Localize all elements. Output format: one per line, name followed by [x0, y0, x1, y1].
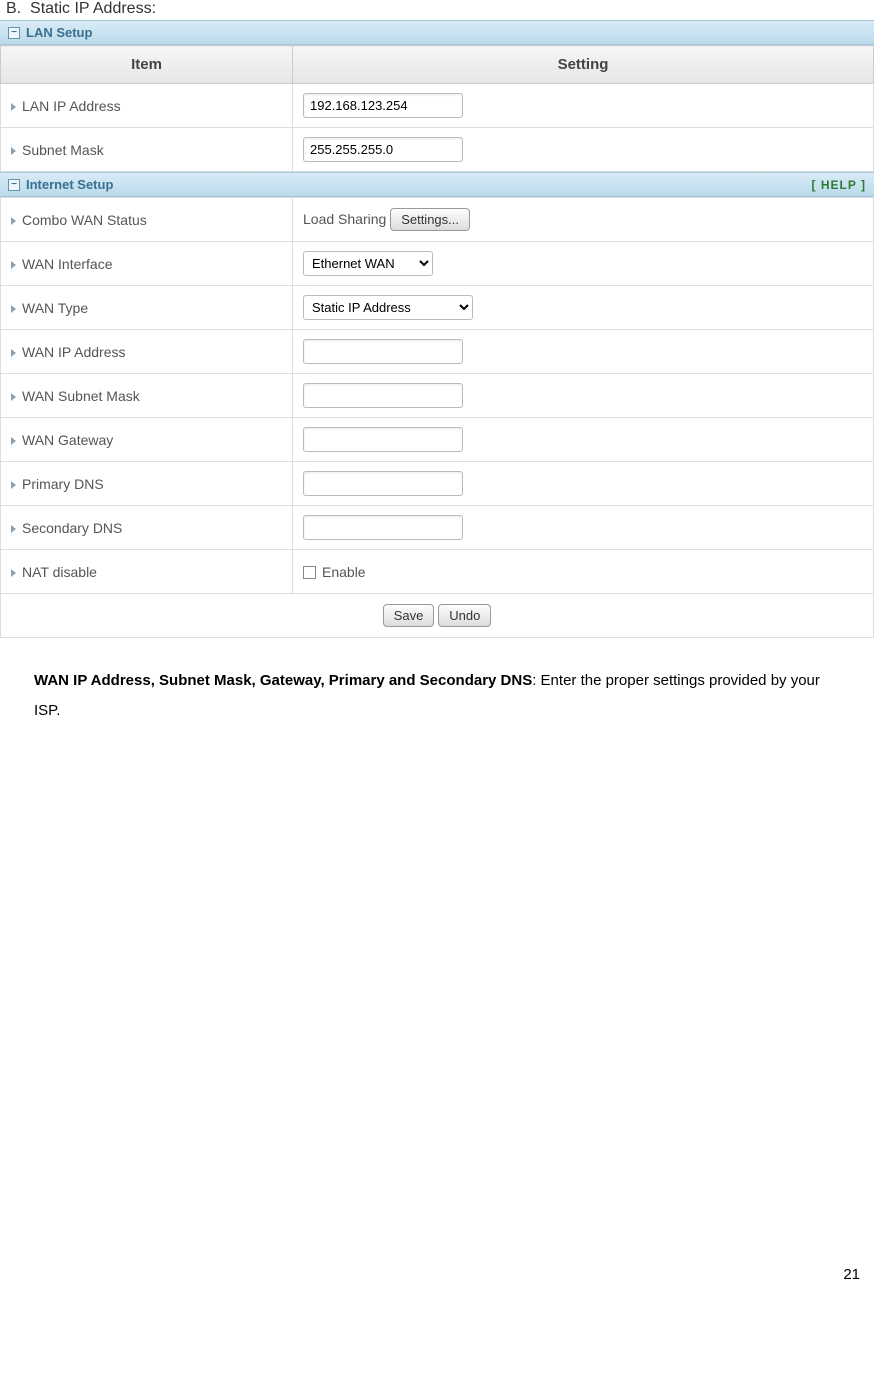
row-label: Primary DNS	[22, 476, 104, 492]
chevron-right-icon	[11, 349, 16, 357]
table-header-row: Item Setting	[1, 46, 874, 84]
secondary-dns-input[interactable]	[303, 515, 463, 540]
chevron-right-icon	[11, 217, 16, 225]
chevron-right-icon	[11, 393, 16, 401]
wan-subnet-input[interactable]	[303, 383, 463, 408]
row-wan-type: WAN Type Static IP Address	[1, 286, 874, 330]
row-primary-dns: Primary DNS	[1, 462, 874, 506]
expand-icon[interactable]: −	[8, 179, 20, 191]
heading-text: Static IP Address:	[30, 0, 156, 17]
row-label: NAT disable	[22, 564, 97, 580]
row-label: Subnet Mask	[22, 142, 104, 158]
row-secondary-dns: Secondary DNS	[1, 506, 874, 550]
page-number: 21	[0, 1266, 874, 1291]
lan-table: Item Setting LAN IP Address Subnet Mask	[0, 45, 874, 172]
row-label: LAN IP Address	[22, 98, 121, 114]
help-link[interactable]: [ HELP ]	[812, 178, 866, 192]
row-wan-gateway: WAN Gateway	[1, 418, 874, 462]
combo-status-text: Load Sharing	[303, 211, 386, 227]
subnet-input[interactable]	[303, 137, 463, 162]
row-combo-wan: Combo WAN Status Load Sharing Settings..…	[1, 198, 874, 242]
lan-setup-title: LAN Setup	[26, 25, 92, 40]
lan-ip-input[interactable]	[303, 93, 463, 118]
wan-type-select[interactable]: Static IP Address	[303, 295, 473, 320]
chevron-right-icon	[11, 437, 16, 445]
lan-setup-header: − LAN Setup	[0, 20, 874, 45]
wan-gateway-input[interactable]	[303, 427, 463, 452]
row-lan-ip: LAN IP Address	[1, 84, 874, 128]
col-setting: Setting	[293, 46, 874, 84]
wan-interface-select[interactable]: Ethernet WAN	[303, 251, 433, 276]
row-label: WAN Subnet Mask	[22, 388, 140, 404]
chevron-right-icon	[11, 569, 16, 577]
doc-heading: B. Static IP Address:	[0, 0, 874, 20]
chevron-right-icon	[11, 261, 16, 269]
chevron-right-icon	[11, 147, 16, 155]
chevron-right-icon	[11, 525, 16, 533]
row-label: WAN Type	[22, 300, 88, 316]
row-label: Secondary DNS	[22, 520, 122, 536]
chevron-right-icon	[11, 481, 16, 489]
row-wan-ip: WAN IP Address	[1, 330, 874, 374]
footer-row: Save Undo	[1, 594, 874, 638]
row-wan-subnet: WAN Subnet Mask	[1, 374, 874, 418]
row-subnet: Subnet Mask	[1, 128, 874, 172]
row-label: WAN IP Address	[22, 344, 125, 360]
wan-ip-input[interactable]	[303, 339, 463, 364]
row-label: WAN Interface	[22, 256, 113, 272]
chevron-right-icon	[11, 305, 16, 313]
expand-icon[interactable]: −	[8, 27, 20, 39]
nat-checkbox-label: Enable	[322, 564, 366, 580]
heading-prefix: B.	[6, 0, 21, 17]
row-label: WAN Gateway	[22, 432, 113, 448]
internet-setup-header: − Internet Setup [ HELP ]	[0, 172, 874, 197]
internet-setup-title: Internet Setup	[26, 177, 113, 192]
undo-button[interactable]: Undo	[438, 604, 491, 627]
row-label: Combo WAN Status	[22, 212, 147, 228]
description: WAN IP Address, Subnet Mask, Gateway, Pr…	[0, 638, 874, 726]
chevron-right-icon	[11, 103, 16, 111]
save-button[interactable]: Save	[383, 604, 435, 627]
settings-button[interactable]: Settings...	[390, 208, 470, 231]
primary-dns-input[interactable]	[303, 471, 463, 496]
nat-checkbox[interactable]	[303, 566, 316, 579]
row-nat-disable: NAT disable Enable	[1, 550, 874, 594]
col-item: Item	[1, 46, 293, 84]
desc-bold: WAN IP Address, Subnet Mask, Gateway, Pr…	[34, 672, 532, 689]
row-wan-interface: WAN Interface Ethernet WAN	[1, 242, 874, 286]
internet-table: Combo WAN Status Load Sharing Settings..…	[0, 197, 874, 638]
